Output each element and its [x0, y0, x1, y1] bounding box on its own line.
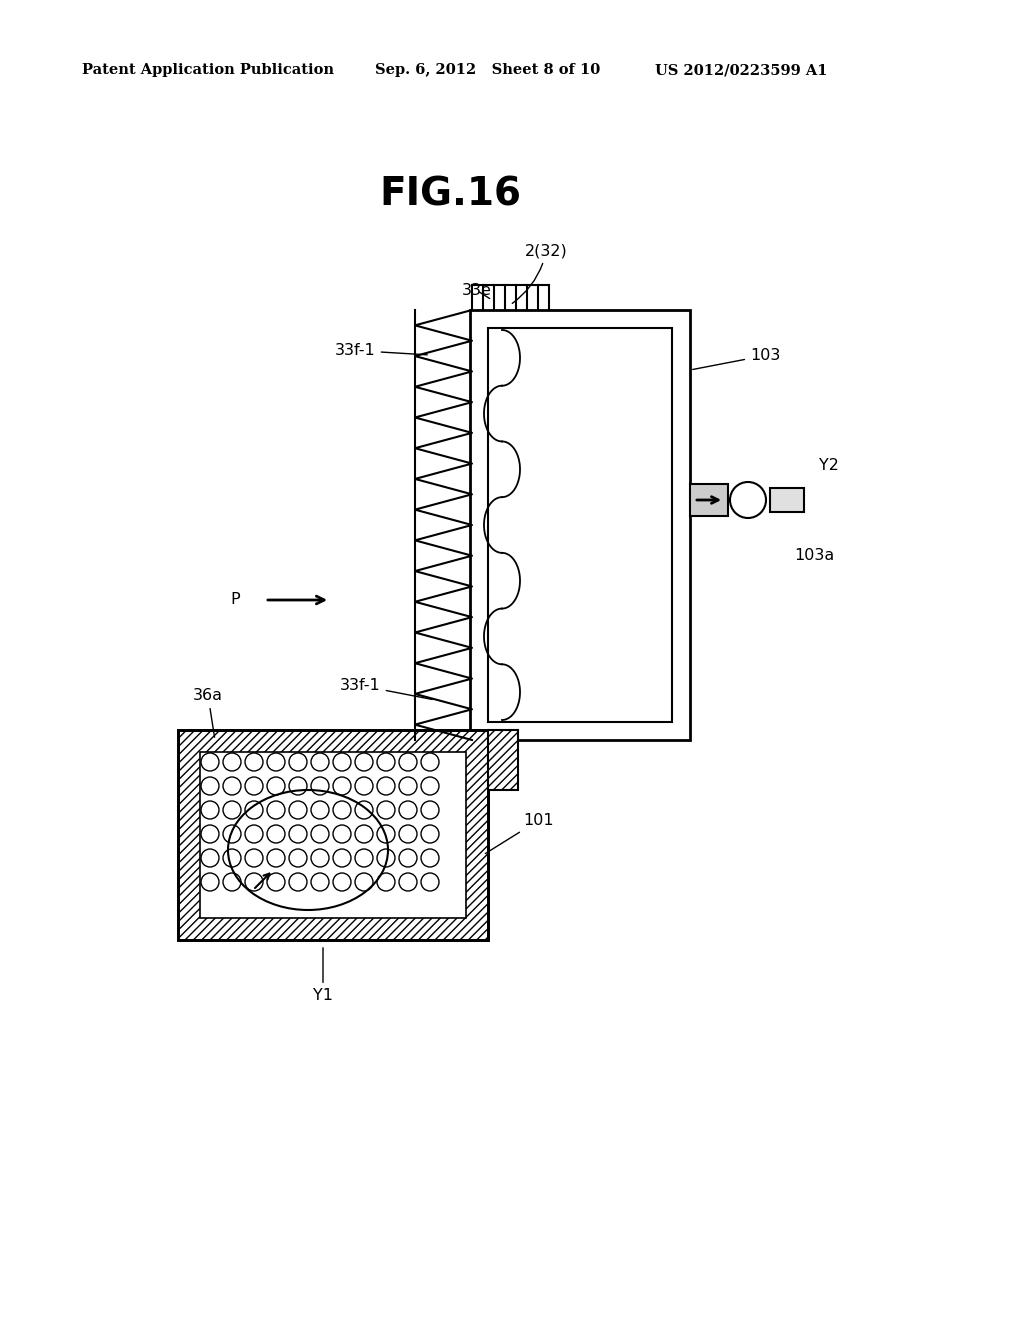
Bar: [770, 488, 804, 512]
Text: Y1: Y1: [313, 948, 333, 1003]
Text: 33f-1: 33f-1: [340, 678, 432, 700]
Text: 103: 103: [692, 348, 780, 370]
Text: Sep. 6, 2012   Sheet 8 of 10: Sep. 6, 2012 Sheet 8 of 10: [375, 63, 600, 77]
Text: P: P: [230, 593, 240, 607]
Bar: [178, 730, 488, 940]
Text: 33f-1: 33f-1: [335, 343, 427, 358]
Bar: [178, 730, 488, 940]
Bar: [488, 327, 672, 722]
Bar: [488, 730, 518, 789]
Text: 103a: 103a: [794, 548, 835, 562]
Bar: [470, 310, 690, 741]
Text: Y2: Y2: [819, 458, 839, 473]
Text: 101: 101: [485, 813, 554, 854]
Bar: [690, 484, 728, 516]
Text: US 2012/0223599 A1: US 2012/0223599 A1: [655, 63, 827, 77]
Bar: [200, 752, 466, 917]
Text: Patent Application Publication: Patent Application Publication: [82, 63, 334, 77]
Text: 2(32): 2(32): [512, 243, 567, 304]
Text: FIG.16: FIG.16: [379, 176, 521, 214]
Text: 36a: 36a: [193, 688, 223, 738]
Text: 33e: 33e: [462, 282, 492, 298]
